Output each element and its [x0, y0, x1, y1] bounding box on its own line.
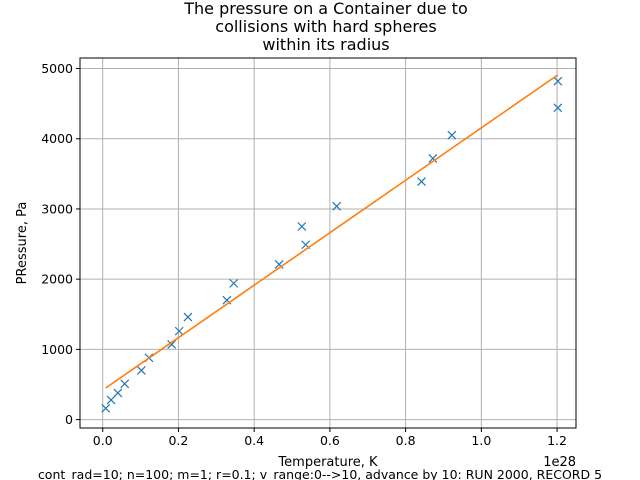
y-tick-label: 2000 [41, 272, 73, 287]
x-axis-ticks: 0.0 0.2 0.4 0.6 0.8 1.0 1.2 [93, 428, 567, 448]
plot-series [101, 74, 563, 413]
data-point-marker [297, 222, 307, 231]
chart-title-line-3: within its radius [262, 35, 389, 54]
data-point-marker [136, 366, 146, 375]
data-point-marker [332, 201, 342, 211]
x-tick-label: 1.0 [471, 433, 491, 448]
x-tick-label: 0.4 [244, 433, 264, 448]
x-tick-label: 0.2 [168, 433, 188, 448]
data-point-marker [174, 326, 184, 336]
y-axis-label: PRessure, Pa [15, 202, 30, 285]
plot-frame [79, 57, 577, 429]
data-point-marker [229, 278, 239, 288]
chart-title: The pressure on a Container due to colli… [183, 0, 468, 54]
data-point-marker [274, 259, 284, 269]
data-point-marker [113, 388, 123, 398]
y-tick-label: 5000 [41, 61, 73, 76]
y-tick-label: 4000 [41, 131, 73, 146]
x-tick-label: 0.0 [93, 433, 113, 448]
data-point-marker [428, 153, 438, 163]
x-offset-label: 1e28 [543, 455, 576, 470]
data-point-marker [183, 312, 193, 322]
fit-line [105, 74, 559, 389]
x-tick-label: 1.2 [547, 433, 567, 448]
y-tick-label: 0 [65, 412, 73, 427]
y-tick-label: 3000 [41, 201, 73, 216]
y-axis-ticks: 0 1000 2000 3000 4000 5000 [41, 61, 80, 427]
footer-text: cont_rad=10; n=100; m=1; r=0.1; v_range:… [38, 467, 602, 480]
data-point-marker [167, 340, 177, 349]
data-point-marker [447, 130, 457, 140]
data-point-marker [106, 395, 116, 405]
grid [80, 58, 576, 428]
y-tick-label: 1000 [41, 342, 73, 357]
data-point-marker [553, 103, 563, 113]
data-point-marker [417, 177, 426, 186]
x-axis-label: Temperature, K [277, 455, 378, 470]
x-tick-label: 0.6 [320, 433, 340, 448]
chart-title-line-2: collisions with hard spheres [215, 17, 436, 36]
data-point-marker [553, 76, 563, 86]
chart-title-line-1: The pressure on a Container due to [183, 0, 468, 18]
data-point-marker [120, 379, 130, 389]
data-point-marker [101, 403, 111, 413]
x-tick-label: 0.8 [396, 433, 416, 448]
